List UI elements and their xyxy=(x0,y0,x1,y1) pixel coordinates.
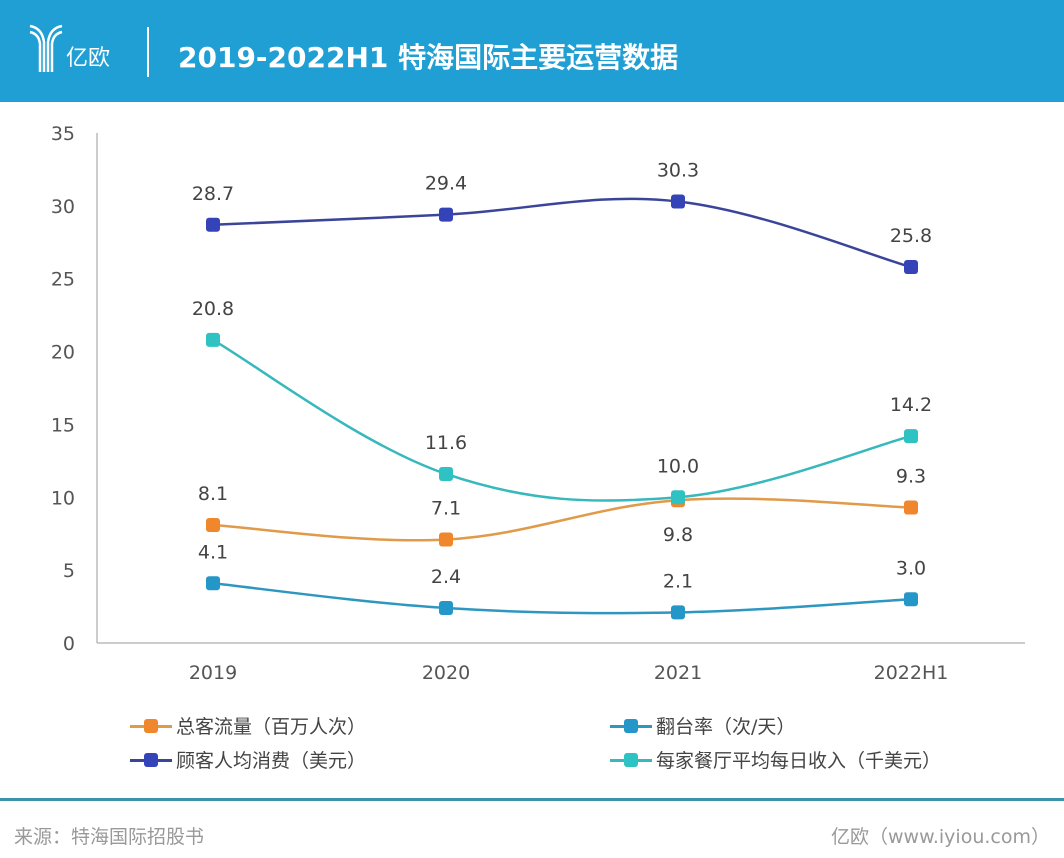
header-bar: 亿欧 2019-2022H1 特海国际主要运营数据 xyxy=(0,0,1064,102)
data-point-0-0 xyxy=(206,517,220,532)
series-line-3 xyxy=(212,338,912,502)
data-point-3-1 xyxy=(439,466,453,481)
y-tick-label: 30 xyxy=(51,196,75,218)
data-point-1-0 xyxy=(206,576,220,591)
line-chart: 0 5 10 15 20 25 30 35 2019 2020 2021 2022H1 8.1 7.1 9.… xyxy=(51,123,1025,684)
y-tick-label: 15 xyxy=(51,414,75,436)
y-tick-label: 25 xyxy=(51,269,75,291)
y-tick-label: 10 xyxy=(51,487,75,509)
data-label: 8.1 xyxy=(198,483,228,505)
data-point-2-1 xyxy=(439,207,453,222)
data-point-0-3 xyxy=(904,500,918,515)
legend-label: 顾客人均消费（美元） xyxy=(176,750,367,772)
x-tick-label: 2020 xyxy=(422,662,470,684)
legend-swatch xyxy=(130,718,172,734)
x-tick-label: 2021 xyxy=(654,662,702,684)
legend-swatch xyxy=(610,752,652,768)
data-label: 10.0 xyxy=(657,455,699,477)
data-point-2-0 xyxy=(206,217,220,232)
y-tick-label: 5 xyxy=(63,560,75,582)
legend-swatch xyxy=(130,752,172,768)
footer-divider xyxy=(0,798,1064,801)
logo-text: 亿欧 xyxy=(66,46,111,71)
y-tick-label: 20 xyxy=(51,342,75,364)
yiou-logo-icon xyxy=(29,24,63,72)
data-point-1-2 xyxy=(671,605,685,620)
legend-item-1: 翻台率（次/天） xyxy=(610,712,795,739)
data-label: 9.3 xyxy=(896,465,926,487)
y-tick-label: 35 xyxy=(51,123,75,145)
legend-label: 每家餐厅平均每日收入（千美元） xyxy=(656,750,942,772)
data-point-2-3 xyxy=(904,260,918,275)
data-label: 25.8 xyxy=(890,225,932,247)
data-label: 11.6 xyxy=(425,432,467,454)
data-label: 9.8 xyxy=(663,524,693,546)
data-label: 2.1 xyxy=(663,570,693,592)
data-label: 29.4 xyxy=(425,173,467,195)
x-tick-label: 2019 xyxy=(189,662,237,684)
data-point-0-1 xyxy=(439,532,453,547)
data-point-1-3 xyxy=(904,592,918,607)
data-point-1-1 xyxy=(439,601,453,616)
data-point-3-3 xyxy=(904,429,918,444)
data-point-3-0 xyxy=(206,332,220,347)
legend-label: 总客流量（百万人次） xyxy=(176,716,367,738)
data-label: 2.4 xyxy=(431,566,461,588)
data-label: 14.2 xyxy=(890,394,932,416)
series-line-0 xyxy=(212,497,912,542)
data-point-2-2 xyxy=(671,194,685,209)
legend-item-3: 每家餐厅平均每日收入（千美元） xyxy=(610,746,941,773)
data-label: 28.7 xyxy=(192,183,234,205)
legend-item-0: 总客流量（百万人次） xyxy=(130,712,366,739)
data-label: 7.1 xyxy=(431,498,461,520)
data-label: 4.1 xyxy=(198,541,228,563)
data-label: 30.3 xyxy=(657,159,699,181)
series-line-1 xyxy=(212,582,912,615)
page-title: 2019-2022H1 特海国际主要运营数据 xyxy=(178,41,679,74)
legend-item-2: 顾客人均消费（美元） xyxy=(130,746,366,773)
divider xyxy=(147,27,149,77)
data-point-3-2 xyxy=(671,490,685,505)
credit-text: 亿欧（www.iyiou.com） xyxy=(830,826,1050,848)
series-line-2 xyxy=(212,197,912,269)
x-tick-label: 2022H1 xyxy=(874,662,949,684)
y-tick-label: 0 xyxy=(63,633,75,655)
legend-swatch xyxy=(610,718,652,734)
data-label: 3.0 xyxy=(896,557,926,579)
source-text: 来源：特海国际招股书 xyxy=(14,826,205,848)
data-label: 20.8 xyxy=(192,298,234,320)
legend-label: 翻台率（次/天） xyxy=(656,716,796,738)
